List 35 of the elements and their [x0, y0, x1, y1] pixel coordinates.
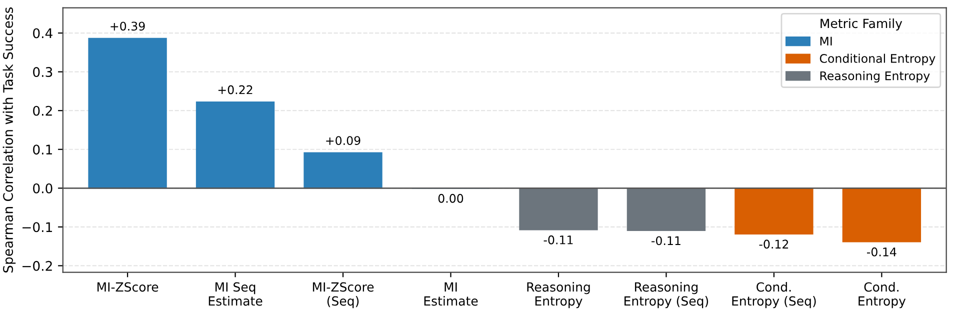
y-tick-label: 0.1: [33, 144, 52, 155]
y-tick-label: 0.3: [33, 67, 52, 78]
x-tick-label: MI Seq Estimate: [208, 282, 262, 306]
bar: [196, 102, 275, 189]
data-label: -0.12: [759, 240, 788, 249]
x-tick-label: MI-ZScore: [97, 282, 158, 292]
y-tick-label: −0.2: [22, 260, 52, 271]
data-label: 0.00: [438, 194, 464, 203]
x-tick-label: Cond. Entropy (Seq): [732, 282, 816, 308]
y-tick-label: 0.0: [33, 183, 52, 194]
legend-label: MI: [820, 36, 832, 46]
y-tick-label: −0.1: [22, 222, 52, 232]
data-label: +0.22: [218, 85, 252, 94]
data-label: +0.09: [326, 136, 360, 146]
y-axis-title: Spearman Correlation with Task Success: [2, 7, 16, 272]
legend-label: Reasoning Entropy: [820, 71, 930, 83]
data-label: -0.14: [866, 247, 896, 256]
data-label: -0.11: [652, 236, 680, 246]
x-tick-label: Cond. Entropy: [858, 282, 906, 308]
legend-label: Conditional Entropy: [820, 54, 936, 66]
bar: [304, 152, 382, 189]
y-tick-label: 0.4: [33, 28, 52, 38]
bar: [626, 188, 706, 231]
bar: [519, 188, 598, 230]
bar: [734, 188, 814, 234]
bar: [842, 188, 922, 242]
data-label: -0.11: [544, 235, 573, 244]
x-tick-label: MI-ZScore (Seq): [312, 282, 374, 308]
legend-title: Metric Family: [820, 18, 902, 31]
bar: [88, 38, 167, 189]
y-tick-label: 0.2: [33, 106, 52, 116]
x-tick-label: Reasoning Entropy (Seq): [624, 282, 708, 308]
x-tick-label: Reasoning Entropy: [527, 282, 590, 308]
data-label: +0.39: [110, 22, 145, 31]
x-tick-label: MI Estimate: [424, 282, 478, 306]
